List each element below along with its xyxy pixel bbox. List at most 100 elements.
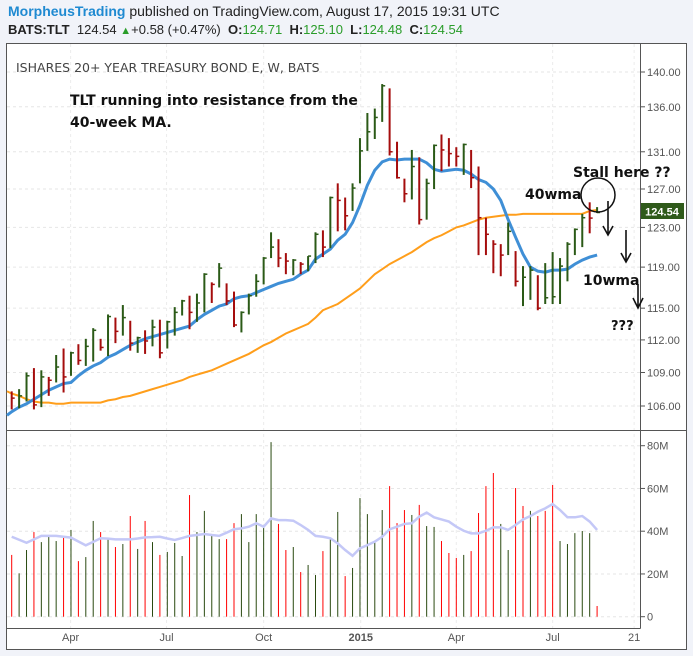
down-arrow-icon — [632, 284, 644, 310]
ohlc-bar — [358, 138, 363, 184]
ohlc-bar — [351, 183, 356, 211]
ohlc-bar — [551, 252, 556, 305]
price-tick-label: 127.00 — [647, 184, 681, 196]
high-label: H: — [289, 22, 304, 37]
price-tick-label: 123.00 — [647, 222, 681, 234]
triangle-up-icon: ▲ — [120, 25, 132, 37]
ohlc-bar — [10, 391, 15, 410]
ohlc-bar — [544, 263, 549, 305]
time-tick-label: 21 — [628, 632, 640, 644]
ohlc-bar — [99, 338, 104, 351]
ohlc-bar — [581, 213, 586, 248]
price-tick-label: 106.00 — [647, 401, 681, 413]
highlight-circle — [580, 177, 616, 213]
ohlc-bar — [484, 217, 489, 256]
ohlc-bar — [314, 232, 319, 264]
ohlc-bar — [477, 166, 482, 256]
ohlc-bar — [210, 282, 215, 303]
price-tick-label: 140.00 — [647, 67, 681, 79]
time-tick-label: Apr — [62, 632, 79, 644]
annotation-text-line2: 40-week MA. — [70, 115, 172, 131]
last-price-badge: 124.54 — [641, 203, 684, 219]
ohlc-bar — [521, 266, 526, 307]
annotation-text-line1: TLT running into resistance from the — [70, 93, 358, 109]
ohlc-bar — [129, 320, 134, 351]
publisher-link[interactable]: MorpheusTrading — [8, 3, 126, 19]
ohlc-bar — [218, 263, 223, 288]
ohlc-bar — [588, 202, 593, 234]
ohlc-bar — [559, 258, 564, 305]
price-change: +0.58 (+0.47%) — [131, 22, 221, 37]
ohlc-bar — [144, 330, 149, 354]
ma10-label: 10wma — [583, 273, 639, 289]
ohlc-bar — [181, 299, 186, 316]
chart-frame — [6, 43, 687, 650]
ohlc-bar — [173, 307, 178, 336]
price-tick-label: 136.00 — [647, 102, 681, 114]
ohlc-bar — [151, 319, 156, 347]
ohlc-bar — [373, 108, 378, 140]
ohlc-bar — [188, 295, 193, 330]
ohlc-bar — [55, 355, 60, 383]
ohlc-bar — [321, 230, 326, 258]
ohlc-bar — [336, 183, 341, 232]
ohlc-bar — [121, 305, 126, 336]
last-price-badge-text: 124.54 — [645, 207, 680, 219]
ohlc-bar — [277, 239, 282, 268]
ohlc-bar — [455, 147, 460, 167]
ohlc-bar — [440, 134, 445, 172]
ohlc-bar — [233, 291, 237, 328]
ohlc-bar — [410, 149, 415, 200]
time-tick-label: Jul — [546, 632, 560, 644]
ohlc-bar — [447, 138, 452, 167]
ohlc-bar — [247, 293, 252, 315]
ohlc-bar — [514, 251, 519, 287]
ohlc-bar — [507, 222, 512, 256]
ohlc-bar — [462, 143, 467, 175]
price-tick-label: 119.00 — [647, 262, 680, 274]
low-value: 124.48 — [362, 22, 403, 37]
ohlc-bar — [166, 320, 171, 349]
ohlc-bar — [40, 370, 45, 408]
ohlc-bar — [470, 149, 475, 189]
price-tick-label: 109.00 — [647, 368, 681, 380]
ohlc-bar — [114, 317, 119, 344]
volume-tick-label: 40M — [647, 526, 668, 538]
price-tick-label: 112.00 — [647, 335, 680, 347]
time-tick-label: Oct — [255, 632, 272, 644]
ohlc-bar — [195, 293, 200, 322]
ohlc-bar — [433, 144, 438, 190]
ohlc-bar — [62, 348, 67, 393]
ohlc-bar — [158, 319, 163, 359]
ohlc-bar — [381, 84, 386, 122]
price-tick-label: 131.00 — [647, 147, 681, 159]
ohlc-bar — [225, 283, 230, 306]
open-label: O: — [228, 22, 243, 37]
ohlc-bar — [499, 244, 504, 277]
open-value: 124.71 — [242, 22, 283, 37]
ohlc-bar — [18, 389, 23, 409]
ohlc-bar — [536, 275, 541, 311]
volume-tick-label: 60M — [647, 483, 668, 495]
ohlc-bar — [284, 253, 289, 275]
ohlc-bar — [25, 372, 30, 402]
down-arrow-icon — [602, 201, 614, 237]
stall-here-label: Stall here ?? — [573, 165, 671, 181]
volume-tick-label: 20M — [647, 569, 668, 581]
ohlc-bar — [344, 197, 349, 231]
time-tick-label: Apr — [448, 632, 465, 644]
ohlc-bar — [69, 351, 74, 376]
chart-title: ISHARES 20+ YEAR TREASURY BOND E, W, BAT… — [16, 60, 320, 75]
ohlc-bar — [425, 178, 430, 220]
ma40-line — [6, 208, 598, 405]
ohlc-bar — [203, 273, 208, 313]
ohlc-bar — [77, 344, 82, 365]
ohlc-bar — [292, 259, 297, 276]
ohlc-bar — [47, 376, 52, 396]
ohlc-bar — [396, 141, 401, 179]
high-value: 125.10 — [303, 22, 343, 37]
ohlc-bar — [262, 257, 267, 285]
symbol: BATS:TLT — [8, 22, 70, 37]
volume-tick-label: 80M — [647, 441, 668, 453]
